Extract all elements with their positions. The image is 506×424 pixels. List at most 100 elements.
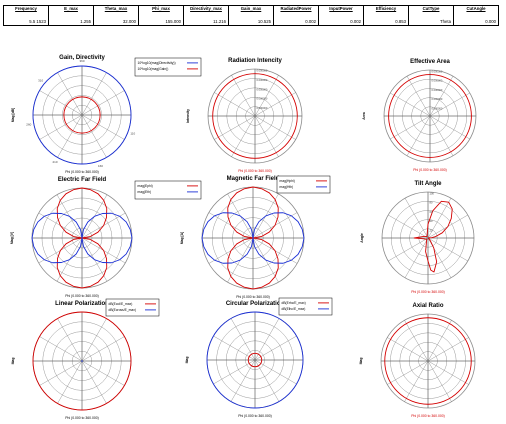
polar-grid-spoke [429, 115, 470, 140]
angle-tick-label: 110 [130, 132, 135, 136]
legend-entry-label: dB(Elhc/E_max) [282, 307, 306, 311]
polar-grid-spoke [254, 359, 297, 385]
polar-grid-spoke [81, 72, 107, 116]
series-trace-10-log10-mag-gain [63, 96, 101, 134]
polar-grid-spoke [57, 114, 83, 158]
chart-title: Effective Area [410, 59, 450, 65]
angle-tick-label: 210 [52, 160, 57, 164]
polar-grid-spoke [214, 115, 256, 140]
summary-value: 0.000 [485, 18, 496, 24]
radial-tick-label: 0.000000 [432, 88, 443, 92]
polar-chart-tilt-angle: Tilt Angle Angle Phi (0.000 to 360.000) 100… [360, 181, 475, 294]
polar-grid-spoke [404, 360, 429, 402]
summary-header: CutType [422, 6, 440, 11]
summary-header: Efficiency [375, 6, 397, 11]
angle-tick-label: 160 [98, 164, 103, 168]
summary-header: Frequency [15, 6, 37, 11]
radial-tick-label: 0.000000 [257, 106, 268, 110]
polar-grid-spoke [214, 92, 256, 117]
chart-legend: dB(Erhc/E_max) dB(Elhc/E_max) [278, 297, 333, 316]
polar-grid-spoke [254, 318, 280, 361]
polar-grid-spoke [429, 92, 470, 117]
radial-tick-label: 0.000000 [432, 106, 443, 110]
chart-footer: Phi (0.000 to 360.000) [411, 290, 445, 294]
legend-entry-label: 10*log10(mag(Gain)) [138, 67, 169, 71]
series-trace-10-log10-mag-directivity [32, 65, 132, 165]
y-axis-label: Mag [V] [10, 232, 14, 244]
polar-grid-spoke [39, 336, 83, 362]
polar-grid-spoke [254, 115, 279, 157]
y-axis-label: Mag [185, 357, 189, 364]
polar-grid-spoke [427, 320, 452, 362]
summary-cell-cut-angle: CutAngle 0.000 [454, 6, 498, 25]
polar-grid-spoke [427, 360, 469, 385]
polar-grid-spoke [388, 214, 429, 239]
polar-grid-spoke [404, 320, 429, 362]
polar-chart-axial-ratio: Axial Ratio Mag Phi (0.000 to 360.000) [359, 303, 476, 418]
series-trace-series [413, 200, 453, 273]
polar-grid-spoke [406, 115, 431, 156]
chart-title: Electric Far Field [58, 177, 107, 183]
radial-tick-label: 80 [430, 201, 433, 205]
radial-tick-label: 100 [430, 192, 435, 196]
y-axis-label: Intensity [186, 109, 190, 123]
radial-tick-label: 40 [430, 219, 433, 223]
series-trace-series [388, 74, 472, 158]
polar-grid-spoke [404, 198, 429, 239]
polar-grid-spoke [39, 360, 83, 386]
polar-grid-spoke [429, 115, 454, 156]
summary-cell-phi-max: Phi_max 155.000 [139, 6, 184, 25]
polar-chart-magnetic-far-field: Magnetic Far Field Mag [A] Phi (0.000 to 3… [180, 175, 331, 299]
legend-box [278, 297, 333, 316]
summary-value: 1.255 [80, 18, 91, 24]
legend-box [134, 57, 202, 77]
polar-grid-spoke [390, 115, 431, 140]
radial-tick-label: 0.000000 [432, 70, 443, 74]
polar-grid-spoke [213, 335, 256, 361]
legend-entry-label: 10*log10(mag(Directivity)) [138, 61, 176, 65]
y-axis-label: Mag [11, 358, 15, 365]
legend-box [134, 180, 202, 200]
y-axis-label: Area [362, 112, 366, 120]
polar-grid-spoke [81, 336, 125, 362]
chart-legend: mag(Hphi) mag(Hth) [276, 175, 331, 194]
y-axis-label: Angle [360, 233, 364, 243]
y-axis-label: Mag [A] [180, 232, 184, 244]
polar-grid-spoke [213, 359, 256, 385]
summary-header: InputPower [329, 6, 353, 11]
angle-tick-label: 360 [79, 59, 84, 63]
angle-tick-label: 310 [38, 78, 43, 82]
polar-grid-spoke [81, 360, 107, 404]
chart-footer: Phi (0.000 to 360.000) [411, 414, 445, 418]
angle-tick-label: 260 [26, 123, 31, 127]
polar-grid-spoke [254, 359, 280, 402]
summary-value: 155.000 [165, 18, 181, 24]
legend-entry-label: dB(Erhc/E_max) [282, 301, 306, 305]
polar-grid-spoke [39, 90, 83, 116]
summary-header: Gain_max [240, 6, 262, 11]
series-trace-db-ecol-e-max [32, 311, 132, 411]
polar-grid-spoke [427, 198, 452, 239]
polar-grid-spoke [81, 360, 125, 386]
polar-chart-gain-directivity: Gain, Directivity Mag [dB] Phi (0.000 to 3… [11, 55, 202, 174]
polar-chart-effective-area: Effective Area Area Phi (0.000 to 360.000)… [362, 59, 477, 172]
polar-grid-spoke [429, 76, 454, 117]
y-axis-label: Mag [dB] [11, 108, 15, 123]
radial-tick-label: 20 [430, 228, 433, 232]
summary-cell-frequency: Frequency 5.5 1523 [4, 6, 49, 25]
legend-entry-label: mag(Hphi) [280, 179, 295, 183]
summary-cell-theta-max: Theta_max 32.000 [94, 6, 139, 25]
polar-grid-spoke [427, 337, 469, 362]
summary-cell-gain-max: Gain_max 10.525 [229, 6, 274, 25]
radial-tick-label: 60 [430, 210, 433, 214]
polar-grid-spoke [254, 335, 297, 361]
radial-tick-label: 0.000000 [257, 87, 268, 91]
chart-legend: mag(Ephi) mag(Eth) [134, 180, 202, 200]
chart-title: Radiation Intencity [228, 58, 282, 64]
radial-tick-label: 0.000000 [432, 97, 443, 101]
radial-tick-label: 0.000000 [257, 69, 268, 73]
polar-grid-spoke [81, 114, 107, 158]
chart-footer: Phi (0.000 to 360.000) [238, 169, 272, 173]
polar-grid-spoke [406, 76, 431, 117]
